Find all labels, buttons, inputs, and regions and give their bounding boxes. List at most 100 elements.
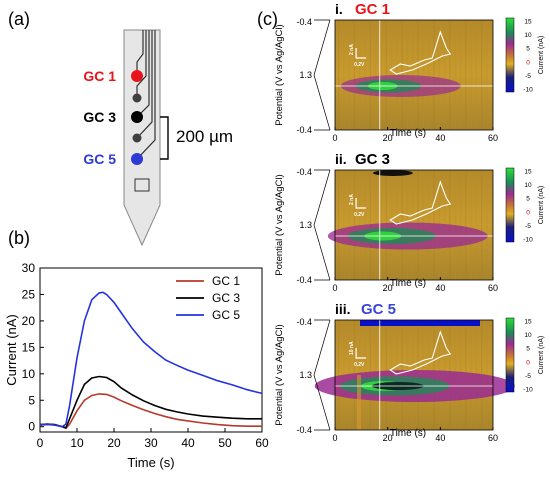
- heatmap-artifact: [357, 375, 361, 430]
- y-tick-label: 0: [28, 420, 35, 434]
- heatmap-streak: [491, 20, 493, 130]
- heatmap-streak: [465, 20, 467, 130]
- panel-label-b: (b): [8, 228, 30, 248]
- heatmap-streak: [481, 170, 483, 280]
- x-tick-label: 60: [488, 433, 498, 443]
- heatmap-streak: [475, 170, 477, 280]
- heatmap-streak: [369, 20, 371, 130]
- scale-bracket: [160, 116, 169, 160]
- colorbar: [505, 167, 515, 243]
- inset-cv-trace: [389, 30, 452, 75]
- heatmap-streak: [401, 20, 403, 130]
- y-axis-title: Potential (V vs Ag/AgCl): [274, 324, 285, 425]
- y-tick-label: -0.4: [296, 17, 312, 27]
- heatmap-streak: [470, 20, 472, 130]
- heatmap-streak: [454, 20, 456, 130]
- probe-schematic: GC 1 GC 3 GC 5: [83, 29, 169, 247]
- x-tick-label: 20: [383, 433, 393, 443]
- heatmap-stack: 2 nA 0.2V 0 20 40 60 Time (s) -0.4 1.3 -0.4 Potent…: [274, 1, 545, 443]
- heatmap-title: GC 3: [355, 151, 390, 168]
- x-tick-label: 20: [383, 283, 393, 293]
- x-tick-label: 10: [70, 436, 84, 450]
- x-tick-label: 60: [488, 133, 498, 143]
- electrode-2: [132, 93, 142, 103]
- x-axis-title: Time (s): [390, 128, 426, 139]
- x-tick-label: 20: [107, 436, 121, 450]
- series-line-gc5: [39, 291, 263, 428]
- y-tick-label: -0.4: [296, 167, 312, 177]
- heatmap-streak: [375, 20, 377, 130]
- line-chart: 0 10 20 30 40 50 60 0 5 10 15 20 25 30 Time (s) Current…: [4, 261, 269, 470]
- heatmap-background: [335, 20, 493, 130]
- x-tick-label: 40: [181, 436, 195, 450]
- panel-label-c: (c): [257, 9, 278, 29]
- scale-label: 200 µm: [176, 127, 234, 146]
- inset-scale-bar: [355, 198, 367, 209]
- heatmap-streak: [428, 20, 430, 130]
- heatmap-streak: [438, 20, 440, 130]
- x-tick-label: 40: [435, 133, 445, 143]
- heatmap-streak: [353, 170, 356, 280]
- x-tick-label: 0: [37, 436, 44, 450]
- reference-pad: [134, 178, 150, 192]
- heatmap-streak: [422, 20, 424, 130]
- potential-wedge: [313, 169, 331, 281]
- x-tick-label: 60: [488, 283, 498, 293]
- heatmap-streak: [348, 170, 350, 280]
- potential-wedge: [313, 319, 331, 431]
- heatmap-streak: [459, 20, 462, 130]
- x-tick-label: 0: [332, 283, 337, 293]
- heatmap-streak: [338, 320, 340, 430]
- heatmap-panel-1: 2 nA 0.2V 0 20 40 60 Time (s) -0.4 1.3 -0.4 Potent…: [274, 1, 545, 143]
- colorbar-tick-label: -10: [523, 87, 533, 94]
- colorbar: [505, 317, 515, 393]
- panel-label-a: (a): [8, 9, 30, 29]
- colorbar-tick-label: -5: [525, 223, 531, 230]
- y-tick-label: -0.4: [296, 275, 312, 285]
- inset-scale-bar: [355, 48, 367, 59]
- heatmap-title-prefix: i.: [335, 1, 343, 17]
- electrode-label: GC 5: [83, 151, 116, 167]
- colorbar-tick-label: 15: [524, 19, 532, 26]
- colorbar-tick-label: 5: [526, 46, 530, 53]
- electrode-labels: GC 1 GC 3 GC 5: [83, 68, 116, 167]
- legend-label: GC 1: [212, 274, 240, 288]
- heatmap-streak: [353, 20, 356, 130]
- y-tick-label: 5: [28, 393, 35, 407]
- y-axis-title: Potential (V vs Ag/AgCl): [274, 24, 285, 125]
- heatmap-streak: [459, 170, 462, 280]
- colorbar-tick-label: 0: [526, 359, 530, 366]
- inset-voltage-scale: 0.2V: [354, 212, 365, 218]
- electrode-group: [131, 70, 143, 165]
- heatmap-top-band: [372, 170, 413, 176]
- series-line-gc3: [39, 375, 262, 429]
- x-axis-title: Time (s): [390, 278, 426, 289]
- y-tick-label: 30: [22, 261, 36, 275]
- heatmap-streak: [433, 20, 435, 130]
- colorbar-tick-label: -10: [523, 237, 533, 244]
- heatmap-streak: [343, 170, 345, 280]
- x-tick-label: 60: [255, 436, 269, 450]
- heatmap-frame: [334, 19, 494, 131]
- colorbar-title: Current (nA): [538, 336, 545, 375]
- electrode-label: GC 1: [83, 68, 116, 84]
- colorbar-tick-label: -5: [525, 373, 531, 380]
- y-axis-title: Current (nA): [4, 314, 19, 386]
- heatmap-top-band: [360, 320, 480, 326]
- heatmap-streak: [454, 170, 456, 280]
- heatmap-streak: [481, 20, 483, 130]
- heatmap-frame: [334, 319, 494, 431]
- heatmap-streak: [338, 20, 340, 130]
- heatmap-streak: [470, 170, 472, 280]
- y-tick-label: 1.3: [299, 220, 312, 230]
- heatmap-streak: [406, 20, 409, 130]
- heatmap-streak: [385, 20, 387, 130]
- inset-current-scale: 2 nA: [349, 44, 355, 55]
- x-tick-label: 20: [383, 133, 393, 143]
- x-axis-title: Time (s): [390, 428, 426, 439]
- y-tick-label: 1.3: [299, 70, 312, 80]
- x-tick-label: 30: [144, 436, 158, 450]
- colorbar-tick-label: 0: [526, 59, 530, 66]
- colorbar-title: Current (nA): [538, 36, 545, 75]
- heatmap-streak: [475, 20, 477, 130]
